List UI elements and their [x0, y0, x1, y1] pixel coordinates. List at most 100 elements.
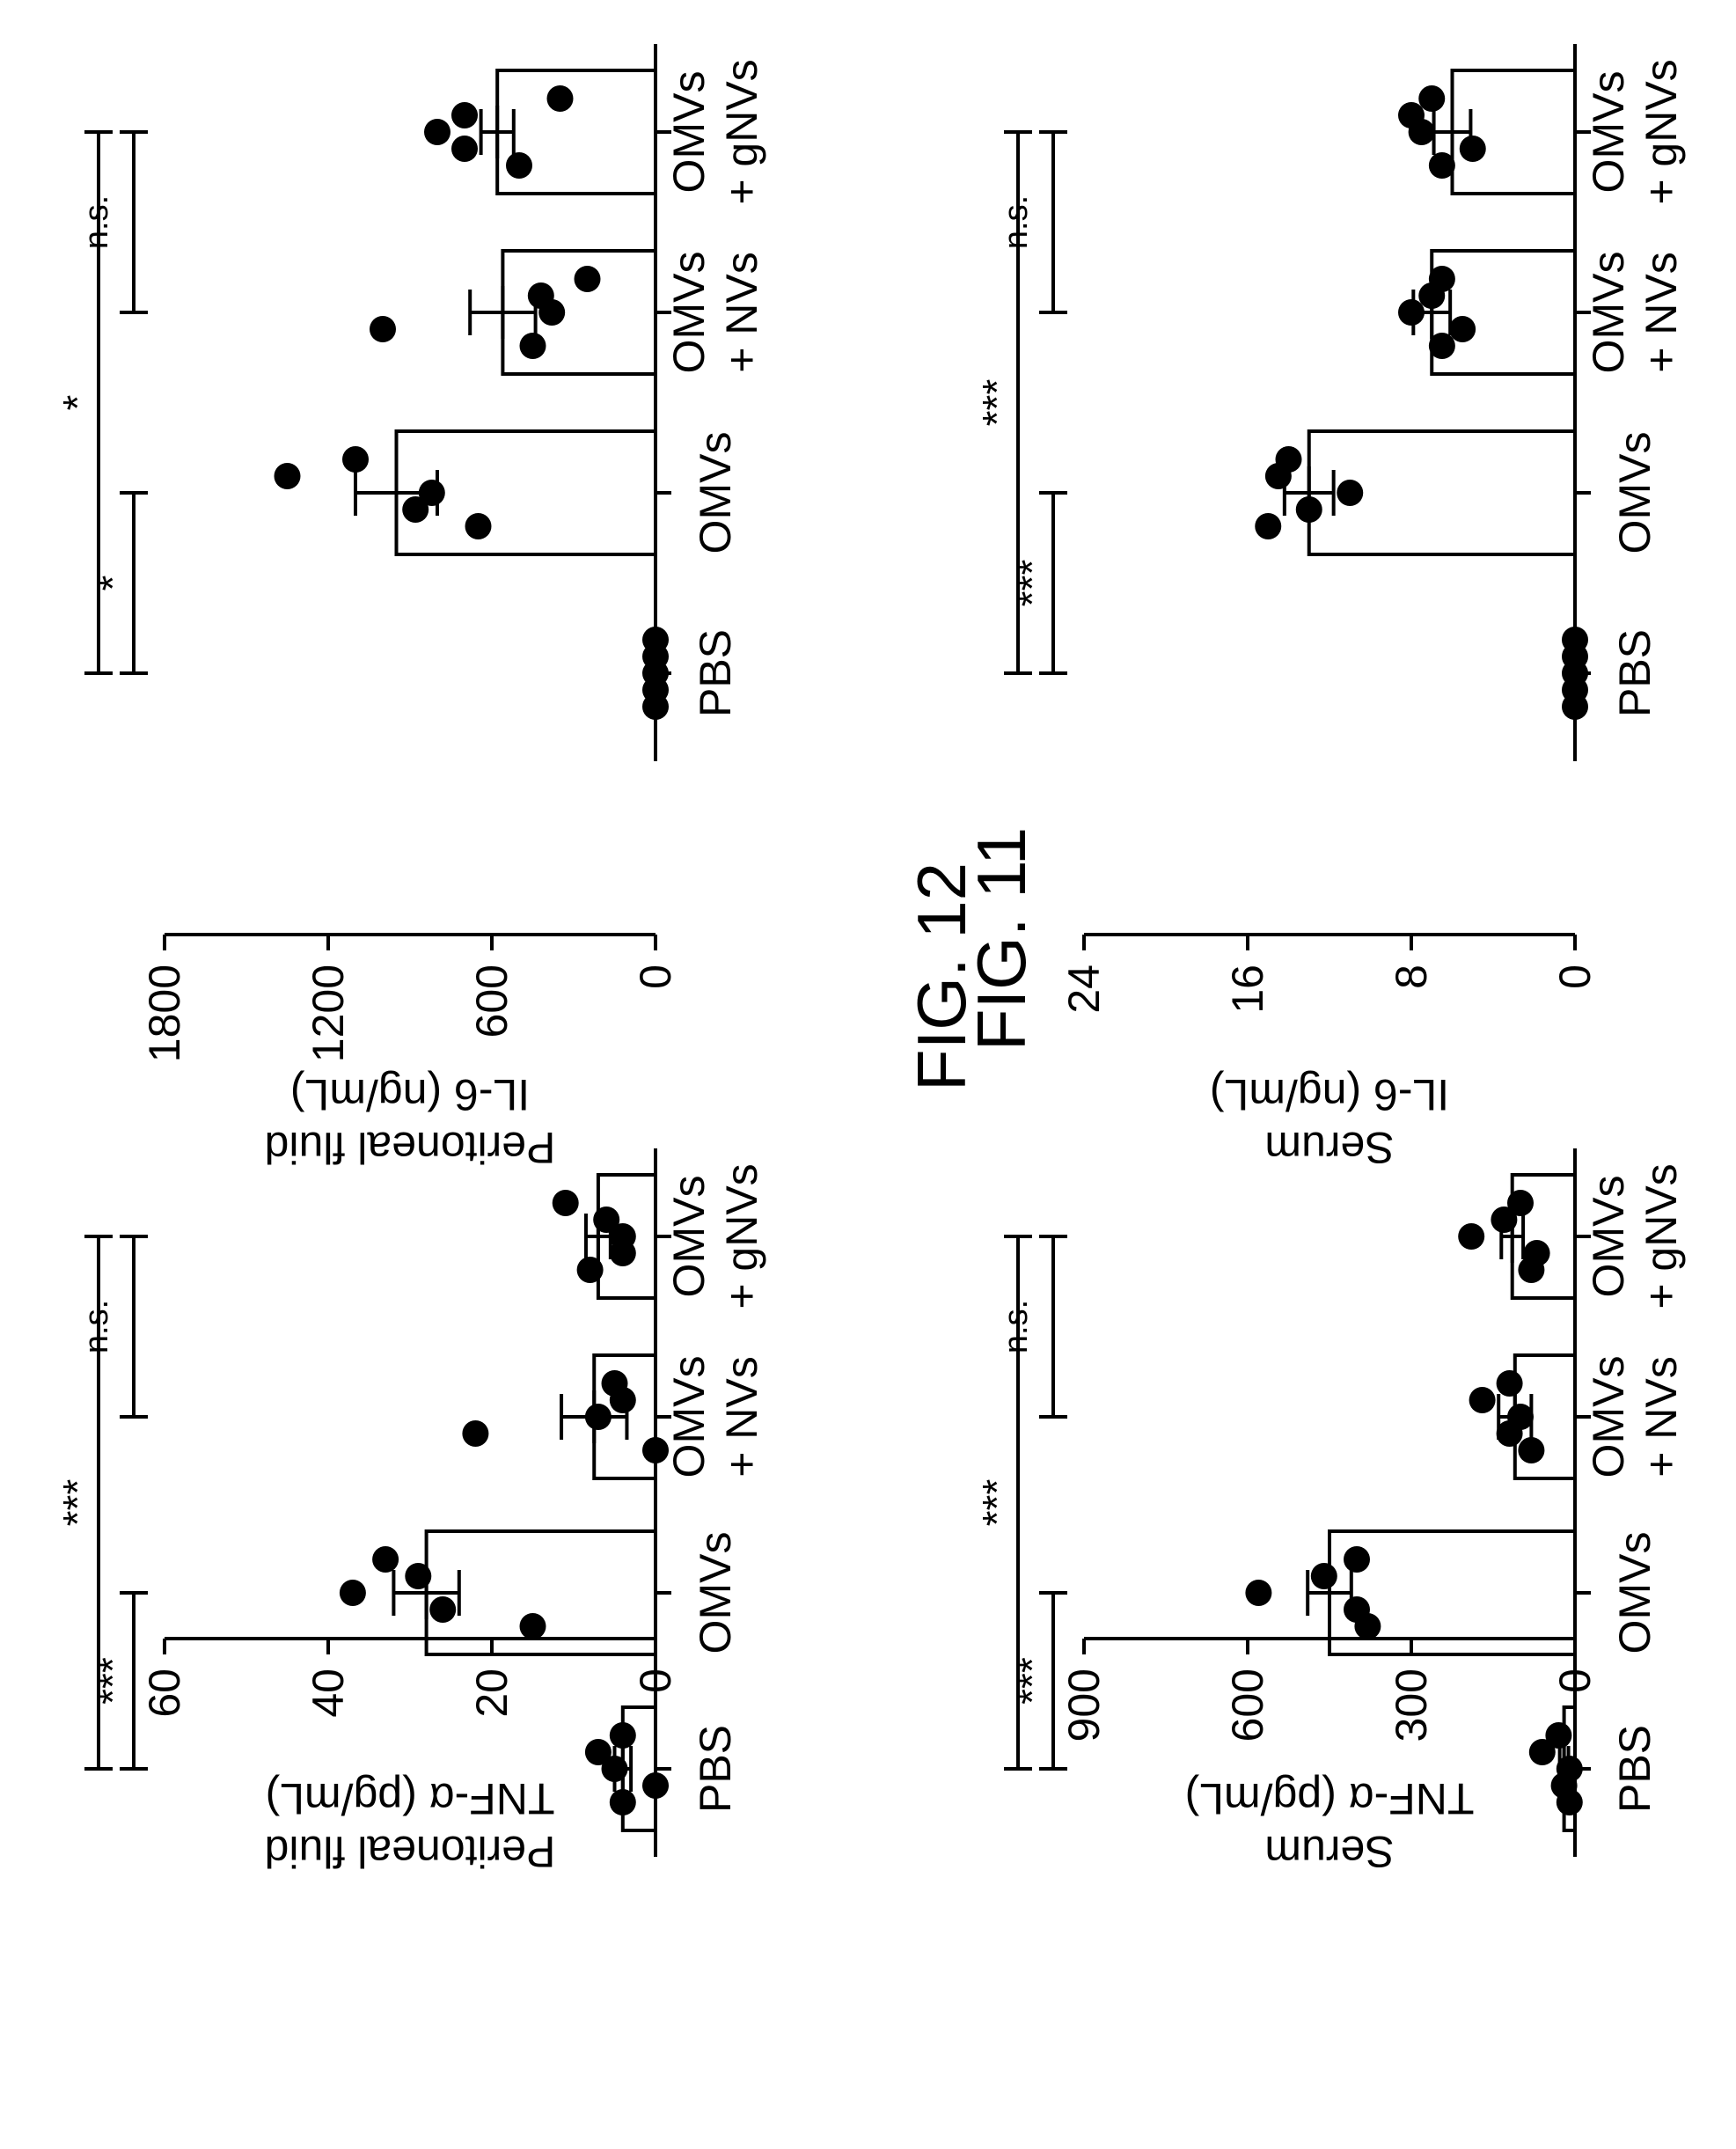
category-label: PBS	[1610, 1725, 1659, 1813]
value-axis-tick-label: 600	[1223, 1669, 1272, 1742]
category-label: OMVs	[664, 71, 714, 194]
data-point	[429, 1596, 457, 1623]
value-axis-tick-label: 0	[631, 964, 680, 989]
data-point	[609, 1789, 636, 1815]
value-axis-title: Peritoneal fluid	[265, 1827, 556, 1876]
value-axis-title: Peritoneal fluid	[265, 1123, 556, 1172]
category-label: OMVs	[1584, 71, 1633, 194]
chart-panel-3: 0300600900SerumTNF-α (pg/mL)PBSOMVsOMVs+…	[974, 1148, 1686, 1876]
data-point	[274, 463, 301, 489]
data-point	[451, 102, 478, 128]
figure-label-fig-11: FIG. 11	[963, 827, 1040, 1051]
category-label: OMVs	[1584, 1176, 1633, 1298]
category-label: OMVs	[1610, 1532, 1659, 1654]
data-point	[1428, 333, 1455, 359]
data-point	[1310, 1563, 1337, 1589]
data-point	[546, 85, 574, 112]
category-label: OMVs	[664, 1176, 714, 1298]
data-point	[609, 1240, 636, 1266]
data-point	[552, 1190, 579, 1216]
data-point	[1264, 463, 1292, 489]
data-point	[519, 1613, 546, 1639]
category-label: + NVs	[717, 252, 766, 373]
significance-label: *	[55, 394, 100, 410]
data-point	[519, 333, 546, 359]
data-point	[1418, 282, 1446, 309]
data-point	[339, 1580, 366, 1606]
value-axis-tick-label: 8	[1387, 964, 1436, 989]
data-point	[370, 316, 396, 342]
category-label: OMVs	[691, 432, 740, 554]
category-label: + NVs	[1637, 1356, 1686, 1478]
value-axis-tick-label: 60	[140, 1669, 189, 1718]
data-point	[609, 1722, 636, 1749]
data-point	[1255, 513, 1282, 539]
value-axis-tick-label: 1800	[140, 964, 189, 1062]
data-point	[1496, 1420, 1523, 1447]
data-point	[1496, 1370, 1523, 1397]
data-point	[1337, 480, 1364, 506]
significance-label: n.s.	[78, 1300, 115, 1353]
data-point	[584, 1739, 612, 1765]
value-axis-title: Serum	[1264, 1827, 1394, 1876]
category-label: + gNVs	[1637, 1163, 1686, 1309]
significance-label: *	[90, 575, 136, 590]
category-label: + gNVs	[717, 1163, 766, 1309]
data-point	[584, 1404, 612, 1430]
data-point	[1295, 496, 1322, 523]
value-axis-tick-label: 1200	[304, 964, 353, 1062]
value-axis-title-unit: IL-6 (ng/mL)	[1210, 1070, 1449, 1119]
data-point	[1545, 1722, 1572, 1749]
data-point	[372, 1546, 399, 1573]
data-point	[405, 1563, 432, 1589]
significance-label: n.s.	[998, 1300, 1035, 1353]
category-label: + NVs	[717, 1356, 766, 1478]
data-point	[1354, 1613, 1381, 1639]
figure-label-fig-12: FIG. 12	[903, 862, 980, 1091]
value-axis-title-unit: TNF-α (pg/mL)	[266, 1774, 555, 1823]
data-point	[424, 119, 450, 145]
data-point	[1528, 1739, 1556, 1765]
value-axis-tick-label: 20	[467, 1669, 516, 1718]
value-axis-tick-label: 16	[1223, 964, 1272, 1014]
significance-label: ***	[1009, 1657, 1055, 1705]
value-axis-title: Serum	[1264, 1123, 1394, 1172]
data-point	[1398, 299, 1425, 326]
category-label: PBS	[1610, 629, 1659, 717]
value-axis-tick-label: 40	[304, 1669, 353, 1718]
category-label: + gNVs	[1637, 59, 1686, 204]
category-label: OMVs	[1584, 252, 1633, 374]
category-label: OMVs	[691, 1532, 740, 1654]
bar	[1430, 249, 1577, 376]
data-point	[1418, 85, 1446, 112]
category-label: PBS	[691, 629, 740, 717]
data-point	[402, 496, 429, 523]
data-point	[1408, 119, 1435, 145]
value-axis-tick-label: 600	[467, 964, 516, 1038]
data-point	[1245, 1580, 1272, 1606]
data-point	[1458, 1223, 1485, 1250]
value-axis-tick-label: 300	[1387, 1669, 1436, 1742]
data-point	[574, 266, 601, 292]
significance-label: n.s.	[998, 195, 1035, 249]
data-point	[1491, 1207, 1518, 1233]
category-label: OMVs	[664, 1356, 714, 1478]
data-point	[506, 152, 532, 179]
significance-label: ***	[90, 1657, 136, 1705]
category-label: OMVs	[664, 252, 714, 374]
category-label: PBS	[691, 1725, 740, 1813]
data-point	[576, 1257, 604, 1283]
data-point	[642, 1772, 669, 1799]
significance-label: ***	[55, 1479, 100, 1527]
category-label: OMVs	[1610, 432, 1659, 554]
significance-label: ***	[974, 379, 1020, 427]
data-point	[451, 136, 478, 162]
value-axis-tick-label: 900	[1059, 1669, 1109, 1742]
data-point	[1449, 316, 1476, 342]
category-label: + gNVs	[717, 59, 766, 204]
data-point	[1556, 1789, 1583, 1815]
data-point	[642, 1437, 669, 1463]
